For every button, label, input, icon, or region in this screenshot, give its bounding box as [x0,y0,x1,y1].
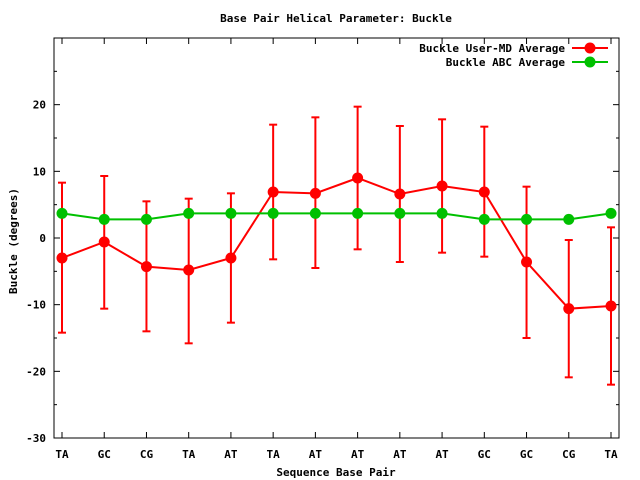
data-point [225,252,237,264]
legend-label: Buckle ABC Average [446,56,566,69]
data-point [183,264,195,276]
data-point [267,207,279,219]
legend-marker [584,56,596,68]
chart-title: Base Pair Helical Parameter: Buckle [220,12,452,25]
x-tick-label: AT [435,448,449,461]
data-point [98,213,110,225]
x-tick-label: GC [478,448,491,461]
data-point [521,213,533,225]
y-tick-label: 10 [33,165,46,178]
y-tick-label: 20 [33,99,46,112]
legend-marker [584,42,596,54]
x-axis-label: Sequence Base Pair [276,466,396,479]
x-tick-label: GC [98,448,111,461]
data-point [563,303,575,315]
series-0 [56,105,617,386]
x-tick-label: TA [182,448,196,461]
series-1 [56,207,617,225]
data-point [140,261,152,273]
data-point [563,213,575,225]
data-point [478,186,490,198]
data-point [394,188,406,200]
data-point [56,252,68,264]
data-point [605,300,617,312]
data-point [183,207,195,219]
data-point [605,207,617,219]
data-point [267,186,279,198]
x-tick-label: TA [55,448,69,461]
series-line [61,176,612,310]
data-point [436,180,448,192]
data-point [352,172,364,184]
x-tick-label: TA [267,448,281,461]
x-tick-label: CG [140,448,154,461]
data-point [521,256,533,268]
data-point [225,207,237,219]
x-tick-label: AT [393,448,407,461]
data-point [478,213,490,225]
data-point [309,207,321,219]
legend-label: Buckle User-MD Average [419,42,565,55]
x-tick-label: CG [562,448,576,461]
y-axis-label: Buckle (degrees) [7,188,20,294]
data-point [436,207,448,219]
x-tick-label: GC [520,448,533,461]
x-tick-label: TA [604,448,618,461]
chart-marks [56,105,617,386]
data-point [352,207,364,219]
data-point [140,213,152,225]
y-tick-label: 0 [39,232,46,245]
y-tick-label: -20 [26,365,46,378]
axis-ticks: -30 -20 -10 0 10 20 TA GC CG TA AT TA AT AT AT AT GC GC CG… [26,38,619,461]
y-tick-label: -10 [26,299,46,312]
data-point [309,187,321,199]
data-point [56,207,68,219]
plot-frame [53,37,620,439]
series-line [61,212,612,221]
y-tick-label: -30 [26,432,46,445]
x-tick-label: AT [351,448,365,461]
x-tick-label: AT [224,448,238,461]
x-tick-label: AT [309,448,323,461]
data-point [394,207,406,219]
data-point [98,236,110,248]
